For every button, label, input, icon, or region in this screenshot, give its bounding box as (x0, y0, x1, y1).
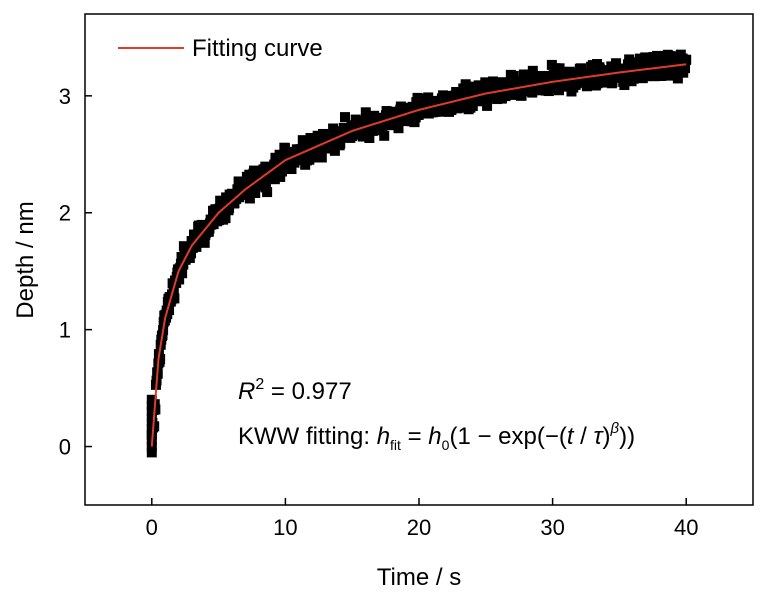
scatter-point (434, 106, 445, 117)
eq-equals: = (401, 423, 428, 450)
scatter-point (186, 248, 197, 259)
scatter-point (508, 70, 519, 81)
scatter-point (146, 400, 157, 411)
eq-end: )) (619, 423, 635, 450)
y-axis-ticks: 0 1 2 3 (59, 84, 92, 460)
scatter-point (177, 268, 188, 279)
fitting-curve-line (150, 63, 687, 447)
scatter-point (329, 145, 340, 156)
eq-zero-sub: 0 (442, 437, 450, 453)
eq-beta: β (610, 420, 620, 437)
scatter-point (527, 65, 538, 76)
r-squared-annotation: R2 = 0.977 (238, 376, 352, 405)
scatter-point (672, 73, 683, 84)
scatter-point (250, 187, 261, 198)
scatter-point (174, 274, 185, 285)
eq-mid: (1 − exp(−( (449, 423, 566, 450)
x-tick-label: 20 (407, 515, 431, 540)
scatter-point (364, 133, 375, 144)
x-axis-ticks: 0 10 20 30 40 (146, 498, 698, 540)
y-axis-label: Depth / nm (12, 201, 39, 318)
eq-fit-sub: fit (390, 437, 401, 453)
scatter-point (335, 138, 346, 149)
scatter-point (297, 135, 308, 146)
scatter-point (146, 412, 157, 423)
scatter-point (338, 122, 349, 133)
scatter-point (220, 213, 231, 224)
legend-label-fitting-curve: Fitting curve (192, 35, 323, 62)
scatter-point (518, 69, 529, 80)
x-tick-label: 30 (540, 515, 564, 540)
scatter-point (275, 171, 286, 182)
scatter-point (191, 241, 202, 252)
scatter-point (146, 418, 157, 429)
scatter-point (680, 63, 691, 74)
scatter-point (199, 237, 210, 248)
scatter-point (316, 152, 327, 163)
scatter-point (369, 110, 380, 121)
scatter-point (146, 394, 157, 405)
x-axis-label: Time / s (377, 564, 461, 591)
scatter-point (146, 406, 157, 417)
eq-t: t (567, 423, 575, 450)
scatter-point (164, 305, 175, 316)
y-tick-label: 3 (59, 84, 71, 109)
scatter-point (146, 447, 157, 458)
eq-close: ) (603, 423, 611, 450)
scatter-point (611, 58, 622, 69)
scatter-point (169, 293, 180, 304)
scatter-point (146, 424, 157, 435)
eq-slash: / (574, 423, 594, 450)
kww-prefix: KWW fitting: (238, 423, 377, 450)
scatter-point (276, 166, 287, 177)
scatter-point (249, 165, 260, 176)
x-tick-label: 10 (273, 515, 297, 540)
scatter-point (393, 123, 404, 134)
eq-h: h (377, 423, 390, 450)
scatter-point (286, 164, 297, 175)
r-symbol: R (238, 378, 255, 405)
scatter-point (507, 89, 518, 100)
x-tick-label: 0 (146, 515, 158, 540)
scatter-point (262, 187, 273, 198)
x-tick-label: 40 (674, 515, 698, 540)
scatter-point (155, 354, 166, 365)
y-tick-label: 2 (59, 201, 71, 226)
scatter-point (339, 112, 350, 123)
r-value: = 0.977 (264, 378, 351, 405)
scatter-point (553, 85, 564, 96)
scatter-point (681, 54, 692, 65)
y-tick-label: 0 (59, 435, 71, 460)
scatter-point (244, 193, 255, 204)
eq-h0: h (428, 423, 441, 450)
scatter-point (482, 100, 493, 111)
scatter-point (619, 80, 630, 91)
scatter-point (423, 92, 434, 103)
y-tick-label: 1 (59, 318, 71, 343)
scatter-point (379, 130, 390, 141)
scatter-point (269, 174, 280, 185)
scatter-point (455, 100, 466, 111)
scatter-point (516, 90, 527, 101)
r-sup: 2 (255, 376, 264, 393)
scatter-point (472, 96, 483, 107)
eq-tau: τ (594, 423, 605, 450)
legend: Fitting curve (118, 35, 323, 62)
scatter-point (473, 80, 484, 91)
scatter-point (567, 68, 578, 79)
scatter-point (575, 63, 586, 74)
kww-equation-annotation: KWW fitting: hfit = h0(1 − exp(−(t / τ)β… (238, 420, 635, 453)
